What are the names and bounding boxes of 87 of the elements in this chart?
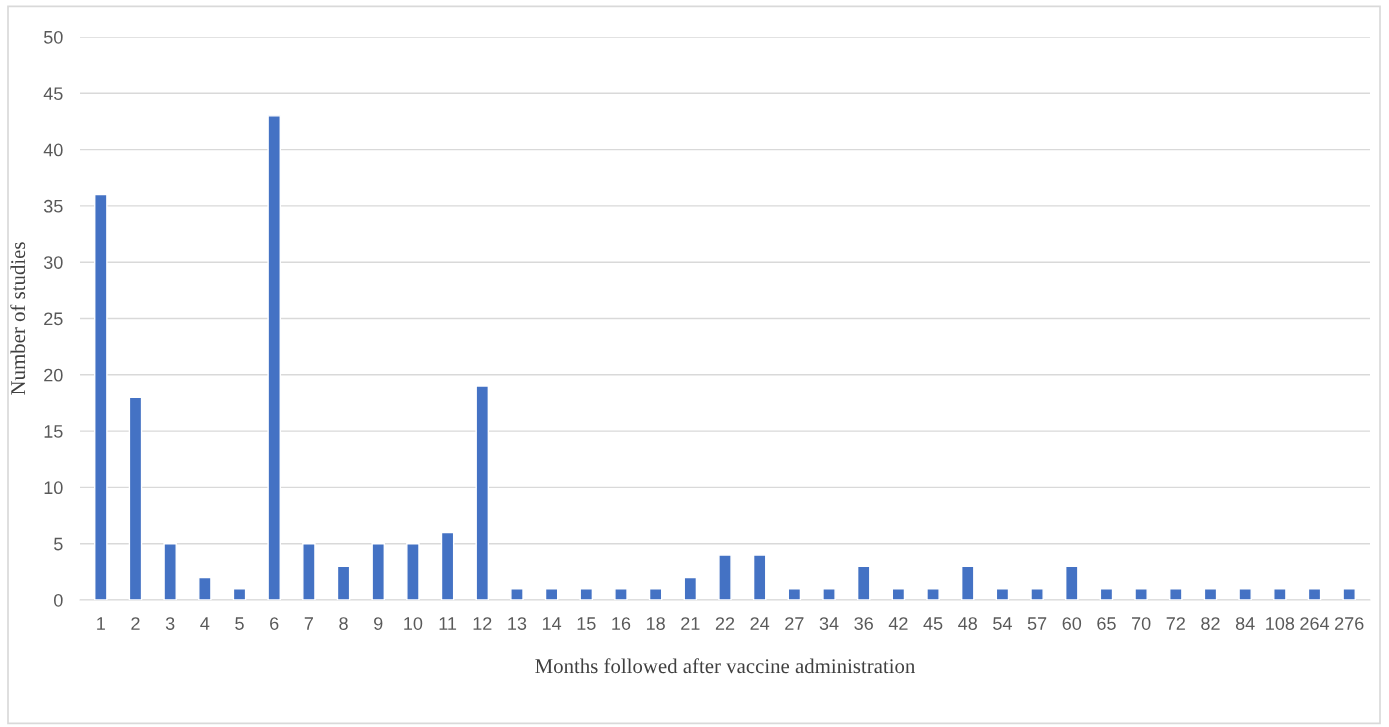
bar xyxy=(475,385,490,600)
x-tick-label: 34 xyxy=(819,617,839,630)
bar xyxy=(1030,588,1044,600)
x-tick-label: 108 xyxy=(1266,617,1295,630)
y-tick-label: 30 xyxy=(43,256,63,269)
x-tick-label: 48 xyxy=(958,617,977,630)
x-tick-label: 13 xyxy=(508,617,527,630)
x-tick-label: 5 xyxy=(235,617,244,630)
bar xyxy=(995,588,1010,600)
bar xyxy=(579,588,594,600)
x-tick-label: 1 xyxy=(97,617,105,630)
bar xyxy=(648,588,663,600)
bar xyxy=(891,588,906,600)
y-tick-label: 50 xyxy=(43,30,63,44)
x-tick-label: 276 xyxy=(1335,617,1364,630)
bar xyxy=(1307,588,1322,600)
x-tick-label: 264 xyxy=(1300,617,1330,630)
bar xyxy=(1099,588,1114,600)
bar xyxy=(856,565,871,600)
bar xyxy=(198,576,212,600)
x-tick-label: 12 xyxy=(473,617,492,630)
bar xyxy=(960,565,975,600)
x-tick-label: 42 xyxy=(888,617,908,630)
y-tick-label: 35 xyxy=(43,199,63,213)
x-tick-label: 14 xyxy=(542,617,562,630)
bar xyxy=(336,565,351,600)
x-tick-label: 24 xyxy=(750,617,770,630)
y-tick-label: 25 xyxy=(44,312,63,326)
bar xyxy=(94,193,108,600)
x-tick-label: 27 xyxy=(785,617,804,630)
x-tick-label: 16 xyxy=(612,617,631,630)
bar xyxy=(440,531,455,600)
x-tick-label: 72 xyxy=(1166,617,1185,630)
bar xyxy=(544,588,559,600)
bar xyxy=(1342,588,1356,600)
bar xyxy=(371,543,385,600)
x-tick-label: 70 xyxy=(1132,617,1151,630)
y-tick-label: 20 xyxy=(44,368,63,382)
x-tick-label: 7 xyxy=(304,617,313,630)
x-tick-label: 21 xyxy=(681,617,700,630)
bar xyxy=(232,588,247,600)
x-tick-label: 15 xyxy=(577,617,596,630)
bar xyxy=(1273,588,1287,600)
bar xyxy=(683,576,698,600)
bar xyxy=(614,588,628,600)
x-tick-label: 4 xyxy=(200,617,210,630)
x-tick-label: 11 xyxy=(439,617,457,630)
bar xyxy=(1203,588,1218,600)
x-tick-label: 18 xyxy=(646,617,665,630)
bar xyxy=(1238,588,1252,600)
bar xyxy=(163,543,177,600)
bar xyxy=(752,554,767,600)
y-axis-title: Number of studies xyxy=(10,242,26,395)
x-tick-label: 82 xyxy=(1201,617,1220,630)
y-tick-label: 0 xyxy=(54,593,63,607)
bar xyxy=(267,115,281,600)
x-tick-label: 3 xyxy=(165,617,175,630)
y-tick-label: 40 xyxy=(43,143,63,157)
bar xyxy=(1169,588,1183,600)
bar xyxy=(510,588,524,600)
y-tick-label: 10 xyxy=(44,481,63,495)
x-tick-label: 36 xyxy=(854,617,873,630)
x-tick-label: 45 xyxy=(923,617,943,630)
x-tick-label: 60 xyxy=(1062,617,1082,630)
y-tick-label: 5 xyxy=(54,537,63,551)
x-tick-label: 57 xyxy=(1027,617,1047,630)
y-tick-label: 15 xyxy=(44,425,63,438)
x-tick-label: 6 xyxy=(270,617,279,630)
bar xyxy=(787,588,802,600)
bar xyxy=(822,588,836,600)
x-tick-label: 65 xyxy=(1097,617,1116,630)
bar xyxy=(926,588,940,600)
x-axis-title: Months followed after vaccine administration xyxy=(535,658,916,674)
x-tick-label: 10 xyxy=(404,617,423,630)
bar xyxy=(1134,588,1148,600)
x-tick-label: 9 xyxy=(374,617,383,630)
bar xyxy=(406,543,420,600)
y-tick-label: 45 xyxy=(43,87,63,101)
x-tick-label: 22 xyxy=(715,617,735,630)
x-tick-label: 54 xyxy=(993,617,1012,630)
bar xyxy=(718,554,732,600)
bar xyxy=(128,396,143,600)
bar xyxy=(1065,565,1079,600)
x-tick-label: 8 xyxy=(339,617,348,630)
x-tick-label: 2 xyxy=(131,617,140,630)
x-tick-label: 84 xyxy=(1235,617,1255,630)
bar xyxy=(302,543,316,600)
